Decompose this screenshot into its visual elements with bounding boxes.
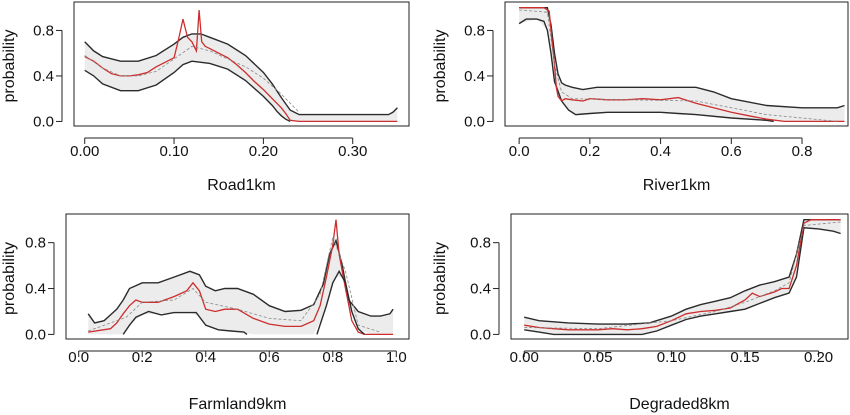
lower-bound-line	[84, 60, 291, 123]
plot-frame	[73, 1, 410, 127]
plot-frame	[65, 213, 410, 340]
y-tick-label: 0.8	[470, 235, 491, 252]
x-tick-label: 0.0	[509, 143, 530, 160]
x-axis-title-road1km: Road1km	[207, 177, 275, 194]
plot-frame	[504, 1, 849, 127]
x-tick-label: 0.00	[70, 143, 99, 160]
reference-line	[519, 9, 838, 122]
confidence-band	[519, 7, 845, 122]
y-tick-label: 0.4	[33, 68, 54, 85]
y-tick-label: 0.0	[464, 113, 485, 130]
y-tick-label: 0.0	[470, 326, 491, 343]
y-tick-label: 0.8	[33, 22, 54, 39]
x-axis-title-degraded8km: Degraded8km	[629, 396, 730, 413]
x-tick-label: 0.6	[721, 143, 742, 160]
x-tick-label: 0.10	[657, 349, 686, 366]
x-tick-label: 0.00	[510, 349, 539, 366]
y-tick-label: 0.8	[464, 22, 485, 39]
mean-response-line	[88, 219, 394, 336]
x-tick-label: 0.8	[792, 143, 813, 160]
x-tick-label: 0.20	[804, 349, 833, 366]
y-tick-label: 0.4	[464, 68, 485, 85]
x-tick-label: 0.10	[159, 143, 188, 160]
y-axis-title: probability	[1, 30, 18, 103]
y-axis-title: probability	[432, 30, 449, 103]
mean-response-line	[519, 7, 845, 123]
y-tick-label: 0.4	[25, 281, 46, 298]
upper-bound-line	[519, 7, 845, 109]
reference-line	[84, 45, 300, 113]
upper-bound-line	[524, 219, 841, 325]
x-axis-title-farmland9km: Farmland9km	[189, 396, 287, 413]
x-axis-title-river1km: River1km	[643, 177, 711, 194]
confidence-band	[84, 33, 398, 122]
x-tick-label: 0.4	[195, 349, 216, 366]
x-tick-label: 0.30	[338, 143, 367, 160]
x-tick-label: 1.0	[386, 349, 407, 366]
panel-farmland9km: 0.0 0.2 0.4 0.6 0.8 1.0 0.0 0.4 0.8 Farmland9km pr…	[1, 213, 410, 413]
confidence-band	[88, 240, 394, 335]
x-tick-label: 0.6	[259, 349, 280, 366]
y-tick-label: 0.8	[25, 235, 46, 252]
y-tick-label: 0.0	[25, 326, 46, 343]
upper-bound-line	[84, 33, 398, 116]
y-tick-label: 0.0	[33, 113, 54, 130]
lower-bound-line	[518, 18, 774, 123]
x-tick-label: 0.2	[132, 349, 153, 366]
mean-response-line	[84, 9, 398, 123]
panel-degraded8km: 0.00 0.05 0.10 0.15 0.20 0.0 0.4 0.8 Degraded8km…	[432, 213, 849, 413]
y-tick-label: 0.4	[470, 281, 491, 298]
x-tick-label: 0.0	[68, 349, 89, 366]
reference-line	[88, 235, 381, 333]
x-tick-label: 0.4	[650, 143, 671, 160]
x-tick-label: 0.2	[579, 143, 600, 160]
lower-bound-line	[524, 227, 841, 336]
x-tick-label: 0.05	[583, 349, 612, 366]
panel-river1km: 0.0 0.2 0.4 0.6 0.8 0.0 0.4 0.8 River1km probabil…	[432, 1, 849, 194]
plot-frame	[510, 213, 849, 340]
y-axis-title: probability	[432, 242, 449, 315]
x-tick-label: 0.20	[249, 143, 278, 160]
y-axis-title: probability	[1, 242, 18, 315]
mean-response-line	[524, 219, 841, 331]
x-tick-label: 0.8	[322, 349, 343, 366]
reference-line	[524, 221, 841, 330]
lower-bound-line	[122, 310, 248, 335]
x-tick-label: 0.15	[730, 349, 759, 366]
lower-bound-line	[316, 269, 365, 335]
panel-road1km: 0.00 0.10 0.20 0.30 0.0 0.4 0.8 Road1km probabil…	[1, 1, 410, 194]
